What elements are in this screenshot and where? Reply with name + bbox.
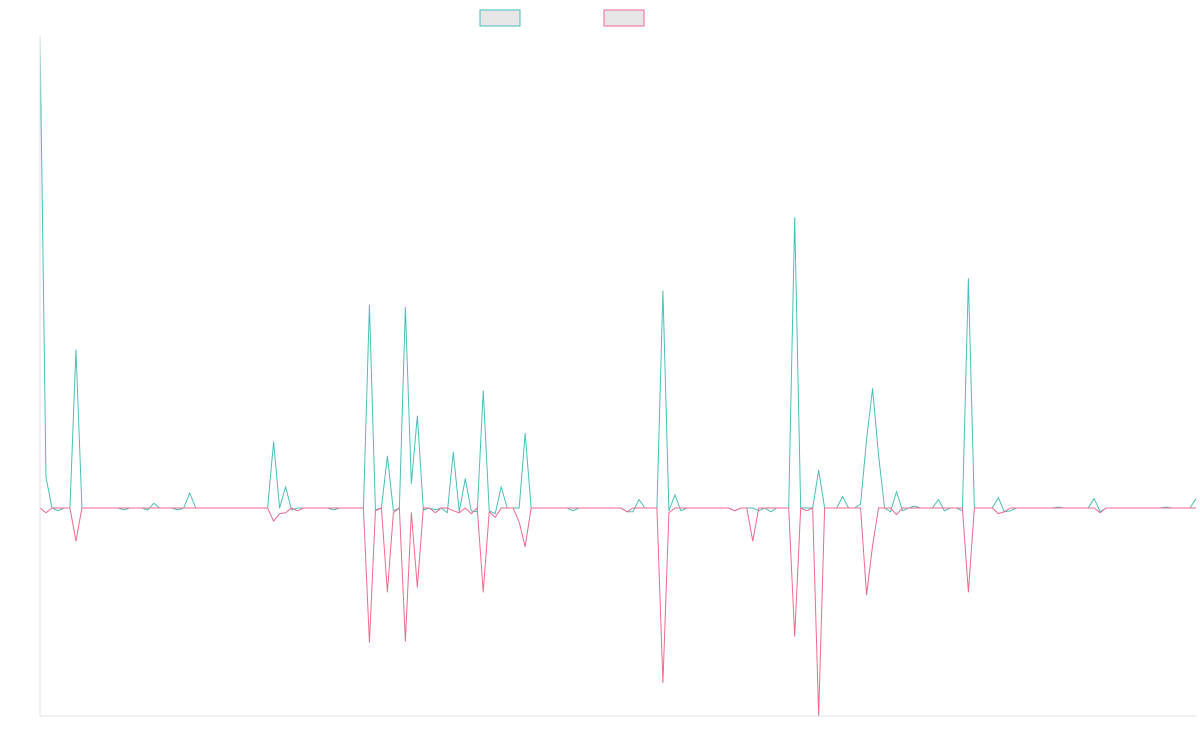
legend-swatch-2[interactable] (603, 9, 645, 27)
legend (479, 9, 645, 27)
series-layer (39, 35, 1197, 717)
series-line-1 (39, 35, 1197, 515)
legend-swatch-1[interactable] (479, 9, 521, 27)
series-line-2 (39, 507, 1196, 717)
